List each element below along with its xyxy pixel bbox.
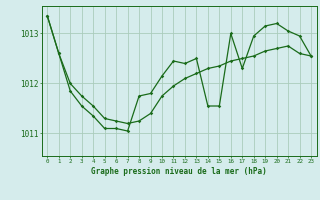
X-axis label: Graphe pression niveau de la mer (hPa): Graphe pression niveau de la mer (hPa): [91, 167, 267, 176]
